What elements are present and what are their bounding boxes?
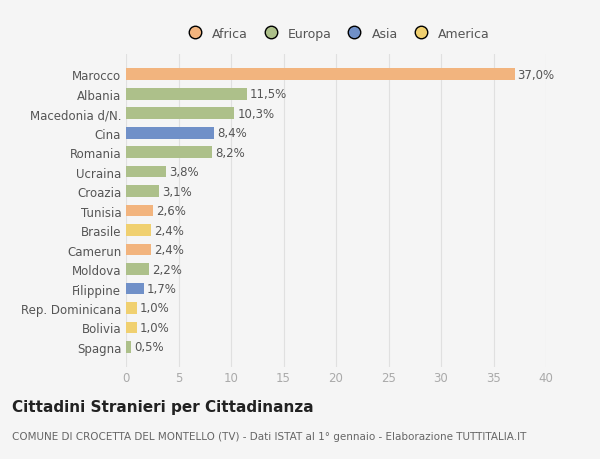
Bar xyxy=(126,302,137,314)
Bar xyxy=(126,225,151,236)
Legend: Africa, Europa, Asia, America: Africa, Europa, Asia, America xyxy=(178,24,494,45)
Text: 3,1%: 3,1% xyxy=(162,185,191,198)
Bar xyxy=(126,263,149,275)
Bar xyxy=(126,341,131,353)
Text: 8,4%: 8,4% xyxy=(217,127,247,140)
Text: 2,2%: 2,2% xyxy=(152,263,182,276)
Text: 2,4%: 2,4% xyxy=(154,244,184,257)
Bar xyxy=(126,167,166,178)
Bar xyxy=(126,108,234,120)
Text: 2,4%: 2,4% xyxy=(154,224,184,237)
Text: 1,0%: 1,0% xyxy=(140,321,169,334)
Bar xyxy=(126,147,212,159)
Text: Cittadini Stranieri per Cittadinanza: Cittadini Stranieri per Cittadinanza xyxy=(12,399,314,414)
Bar xyxy=(126,186,158,197)
Bar xyxy=(126,69,515,81)
Text: 1,0%: 1,0% xyxy=(140,302,169,315)
Text: 37,0%: 37,0% xyxy=(518,68,555,82)
Bar xyxy=(126,244,151,256)
Bar xyxy=(126,128,214,139)
Text: 0,5%: 0,5% xyxy=(134,341,164,354)
Text: 11,5%: 11,5% xyxy=(250,88,287,101)
Text: 2,6%: 2,6% xyxy=(157,205,187,218)
Bar xyxy=(126,205,154,217)
Text: 8,2%: 8,2% xyxy=(215,146,245,159)
Text: 10,3%: 10,3% xyxy=(238,107,274,120)
Text: COMUNE DI CROCETTA DEL MONTELLO (TV) - Dati ISTAT al 1° gennaio - Elaborazione T: COMUNE DI CROCETTA DEL MONTELLO (TV) - D… xyxy=(12,431,526,442)
Text: 1,7%: 1,7% xyxy=(147,282,177,295)
Text: 3,8%: 3,8% xyxy=(169,166,199,179)
Bar xyxy=(126,283,144,295)
Bar xyxy=(126,322,137,334)
Bar xyxy=(126,89,247,101)
